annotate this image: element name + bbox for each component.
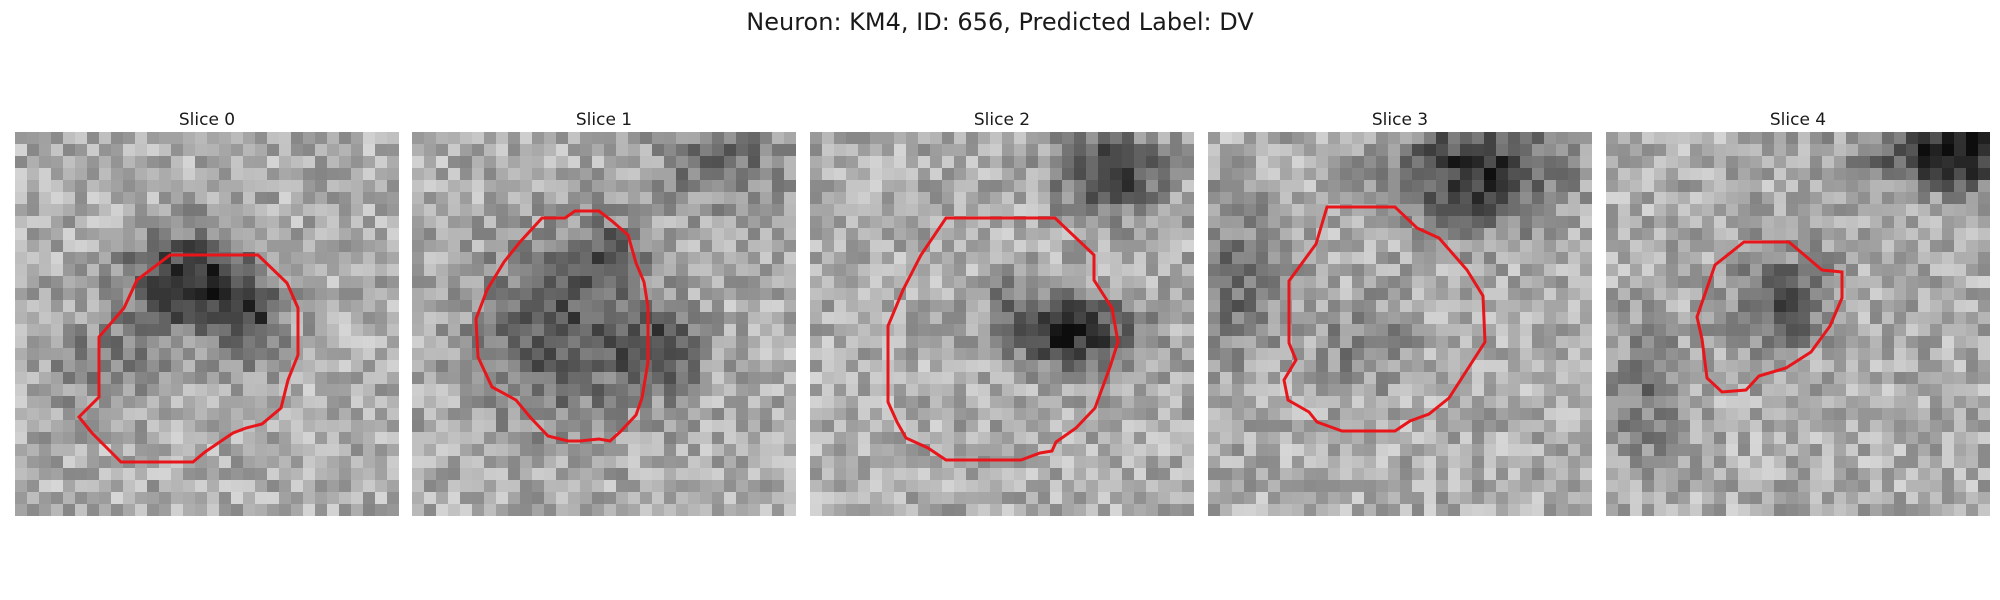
slice-image-1 bbox=[412, 132, 796, 516]
slice-image-2 bbox=[810, 132, 1194, 516]
slice-title-3: Slice 3 bbox=[1371, 110, 1429, 130]
slice-title-2: Slice 2 bbox=[973, 110, 1031, 130]
slice-panel-4: Slice 4 bbox=[1606, 108, 1990, 516]
roi-contour bbox=[886, 216, 1120, 462]
figure-title: Neuron: KM4, ID: 656, Predicted Label: D… bbox=[746, 8, 1254, 36]
slice-image-0 bbox=[15, 132, 399, 516]
slice-panel-2: Slice 2 bbox=[810, 108, 1194, 516]
roi-contour bbox=[474, 209, 650, 443]
roi-contour bbox=[76, 253, 300, 464]
slice-title-4: Slice 4 bbox=[1769, 110, 1827, 130]
slice-panel-1: Slice 1 bbox=[412, 108, 796, 516]
slice-panel-0: Slice 0 bbox=[15, 108, 399, 516]
slice-panel-3: Slice 3 bbox=[1208, 108, 1592, 516]
roi-contour bbox=[1695, 240, 1844, 394]
slice-title-0: Slice 0 bbox=[178, 110, 236, 130]
slice-image-4 bbox=[1606, 132, 1990, 516]
roi-contour bbox=[1282, 205, 1487, 433]
slice-image-3 bbox=[1208, 132, 1592, 516]
slice-title-1: Slice 1 bbox=[575, 110, 633, 130]
